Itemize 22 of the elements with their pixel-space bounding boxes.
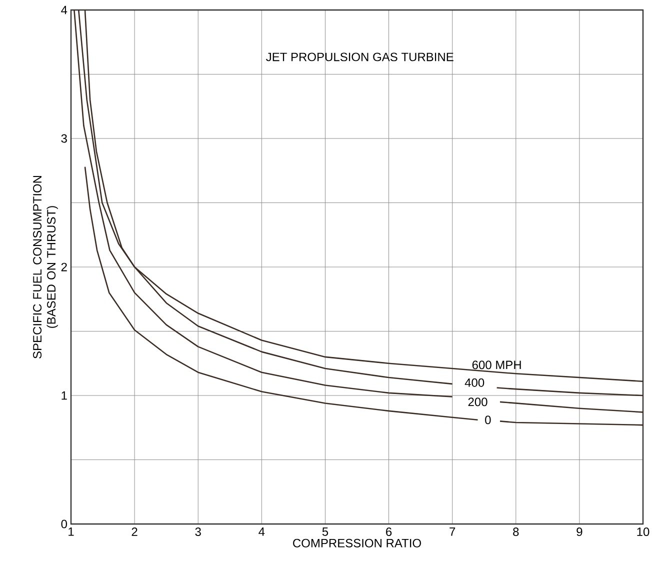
x-tick-label: 9: [576, 528, 582, 536]
x-tick-label: 5: [322, 528, 328, 536]
annotation: 400: [464, 378, 484, 387]
x-tick-label: 3: [195, 528, 201, 536]
x-tick-label: 1: [68, 528, 74, 536]
x-tick-label: 7: [450, 528, 456, 536]
x-tick-label: 8: [513, 528, 519, 536]
x-tick-label: 10: [637, 528, 650, 536]
x-tick-label: 4: [258, 528, 265, 536]
y-tick-label: 2: [61, 262, 67, 272]
annotation: 0: [485, 416, 491, 424]
y-axis-title: SPECIFIC FUEL CONSUMPTION (BASED ON THRUST): [33, 176, 58, 358]
y-tick-label: 4: [61, 6, 68, 14]
y-tick-label: 1: [62, 391, 67, 400]
annotation: 200: [468, 398, 488, 406]
y-tick-label: 0: [61, 520, 68, 528]
y-tick-label: 3: [61, 134, 67, 143]
text: JET PROPULSION GAS TURBINE: [266, 52, 454, 62]
annotation: 600 MPH: [472, 360, 521, 370]
x-axis-title: COMPRESSION RATIO: [293, 538, 421, 548]
x-tick-label: 6: [386, 528, 392, 536]
x-tick-label: 2: [132, 528, 138, 536]
